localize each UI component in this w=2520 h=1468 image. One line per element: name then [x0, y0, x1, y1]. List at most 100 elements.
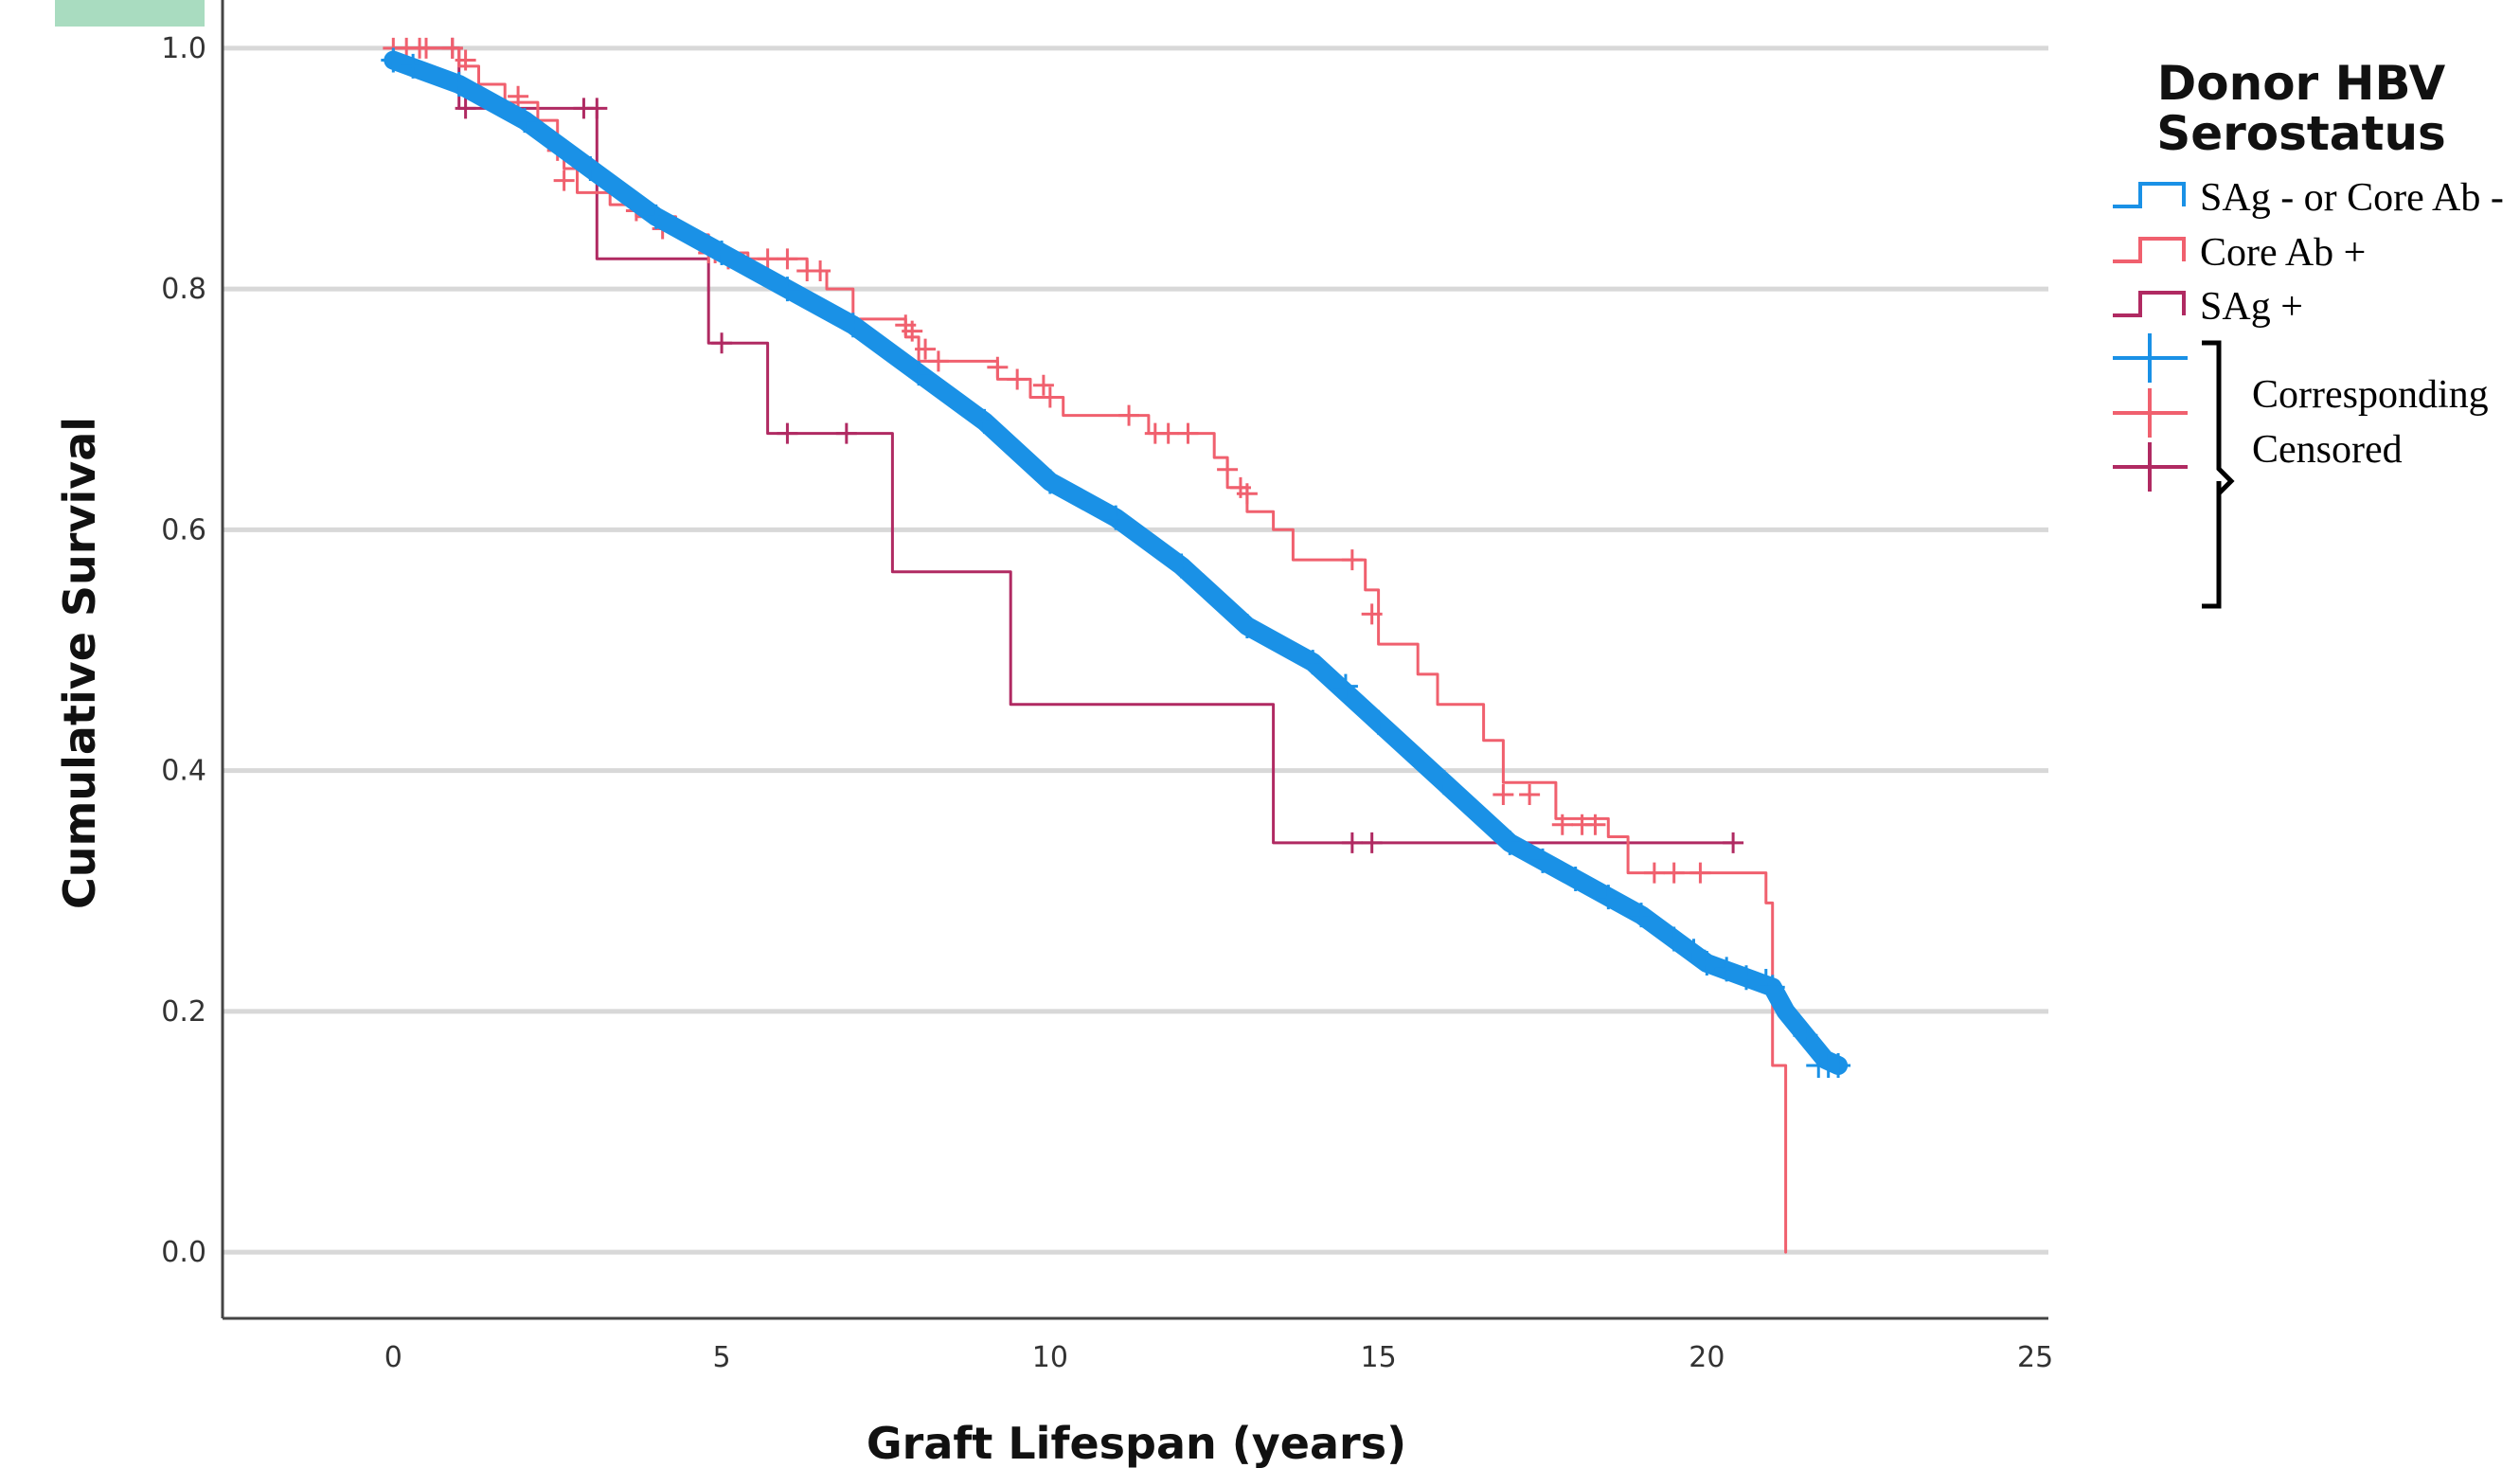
censor-mark [1341, 832, 1363, 853]
censor-mark [586, 98, 608, 119]
legend: Donor HBV Serostatus SAg - or Core Ab - C… [2113, 56, 2504, 609]
legend-censored-line-1: Corresponding [2252, 373, 2489, 417]
censor-mark [1714, 957, 1740, 982]
censor-mark [1431, 770, 1457, 796]
series-line [391, 46, 1788, 1254]
censor-mark [455, 98, 476, 119]
censor-mark [927, 350, 949, 372]
legend-swatch [2113, 182, 2186, 208]
censor-mark [1157, 422, 1179, 444]
legend-censor-mark [2113, 388, 2188, 438]
censor-mark [1760, 975, 1785, 1000]
series-group [381, 37, 1851, 1254]
censor-mark [711, 332, 733, 354]
censor-mark [1519, 784, 1541, 806]
censor-mark [401, 53, 426, 79]
censor-mark [1694, 950, 1720, 976]
censor-mark [1563, 867, 1588, 891]
censor-mark [1663, 862, 1685, 884]
censor-mark [1032, 374, 1054, 396]
censor-mark [508, 85, 529, 107]
corner-tag [55, 0, 205, 27]
censor-mark [757, 248, 778, 270]
x-tick-label: 0 [384, 1341, 402, 1374]
censor-mark [777, 248, 798, 270]
series-line [391, 46, 1735, 845]
y-tick-label: 0.0 [161, 1236, 206, 1269]
censor-mark [906, 361, 932, 386]
censor-mark [1169, 553, 1194, 579]
censor-mark [1826, 1053, 1851, 1079]
legend-items: SAg - or Core Ab - Core Ab + SAg + [2113, 176, 2504, 492]
grid-lines [223, 45, 2048, 1255]
legend-title-line-2: Serostatus [2156, 106, 2446, 161]
x-tick-label: 20 [1689, 1341, 1725, 1374]
censor-mark [1300, 650, 1326, 675]
censor-mark [1551, 814, 1573, 835]
series-line [384, 50, 1849, 1075]
series-0 [381, 47, 1851, 1079]
y-tick-label: 0.4 [161, 755, 206, 788]
censor-mark [1643, 862, 1665, 884]
x-tick-label: 10 [1032, 1341, 1068, 1374]
censor-mark [446, 71, 472, 97]
censor-mark [1361, 603, 1383, 625]
censor-mark [578, 155, 603, 181]
legend-censor-mark [2113, 442, 2188, 492]
censor-mark [553, 170, 575, 191]
censor-mark [1341, 549, 1363, 571]
legend-swatch [2113, 237, 2186, 263]
censor-mark [381, 47, 406, 73]
censor-mark [1118, 404, 1140, 426]
censor-mark [415, 37, 437, 59]
censor-mark [1689, 862, 1711, 884]
censor-mark [840, 313, 866, 338]
censor-mark [1234, 614, 1260, 639]
censor-mark [915, 338, 937, 360]
censor-mark [709, 240, 735, 265]
censor-mark [1492, 784, 1514, 806]
y-tick-label: 1.0 [161, 32, 206, 65]
censor-mark [1217, 458, 1239, 480]
censor-mark [1177, 422, 1199, 444]
censor-mark [1596, 885, 1621, 910]
censor-mark [1733, 965, 1759, 991]
censor-mark [1723, 832, 1744, 853]
axes [221, 0, 2048, 1320]
censor-mark [835, 422, 857, 444]
y-tick-label: 0.6 [161, 513, 206, 546]
censor-mark [1332, 673, 1358, 699]
censor-mark [455, 49, 476, 71]
x-axis-title: Graft Lifespan (years) [867, 1418, 1406, 1468]
legend-censor-mark [2113, 333, 2188, 383]
censor-mark [1529, 848, 1555, 873]
y-tick-labels: 0.0 0.2 0.4 0.6 0.8 1.0 [161, 32, 206, 1269]
censor-mark [1007, 368, 1028, 390]
censor-mark [1753, 969, 1778, 994]
censor-mark [1103, 505, 1129, 530]
censor-mark [441, 37, 463, 59]
series-1 [383, 37, 1788, 1254]
censor-mark [775, 277, 800, 302]
legend-label: SAg + [2200, 285, 2303, 329]
censor-mark [1366, 709, 1391, 735]
legend-title-line-1: Donor HBV [2157, 56, 2446, 111]
censor-mark [1793, 1023, 1818, 1048]
y-axis-title: Cumulative Survival [54, 417, 105, 909]
censor-mark [972, 408, 997, 434]
censor-mark [1037, 469, 1063, 494]
legend-label: Core Ab + [2200, 231, 2366, 275]
censor-mark [902, 320, 923, 342]
series-2 [391, 37, 1744, 853]
x-tick-labels: 0 5 10 15 20 25 [384, 1341, 2053, 1374]
censor-mark [777, 422, 798, 444]
legend-censored-line-2: Censored [2252, 428, 2403, 472]
y-tick-label: 0.2 [161, 995, 206, 1029]
censor-mark [1361, 832, 1383, 853]
legend-label: SAg - or Core Ab - [2200, 176, 2504, 220]
censor-mark [810, 260, 831, 282]
censor-mark [1629, 903, 1654, 928]
censor-mark [1039, 386, 1061, 408]
censor-mark [512, 108, 538, 134]
x-tick-label: 5 [713, 1341, 731, 1374]
